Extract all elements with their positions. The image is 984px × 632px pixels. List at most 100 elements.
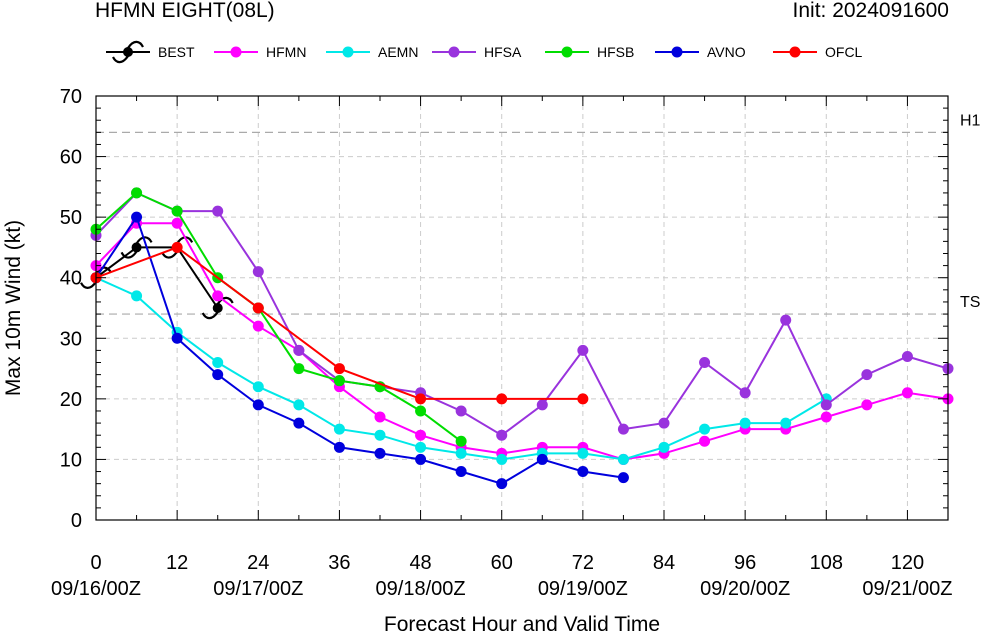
data-point xyxy=(131,187,143,199)
legend-marker xyxy=(448,46,460,58)
legend-label: HFSB xyxy=(597,44,634,60)
data-point xyxy=(333,441,345,453)
legend-marker xyxy=(671,46,683,58)
data-point xyxy=(617,423,629,435)
chart-title: HFMN EIGHT(08L) xyxy=(95,0,275,22)
data-point xyxy=(252,320,264,332)
y-tick-label: 70 xyxy=(60,86,82,108)
data-point xyxy=(171,217,183,229)
data-point xyxy=(496,429,508,441)
data-point xyxy=(577,447,589,459)
legend-label: HFSA xyxy=(484,44,522,60)
y-tick-label: 30 xyxy=(60,328,82,350)
series-best xyxy=(79,236,234,320)
data-point xyxy=(577,393,589,405)
x-tick-label: 12 xyxy=(166,552,188,574)
series-hfsb xyxy=(90,187,467,447)
data-point xyxy=(293,363,305,375)
data-point xyxy=(374,429,386,441)
data-point xyxy=(293,399,305,411)
legend-item-hfsa: HFSA xyxy=(432,44,522,60)
data-point xyxy=(333,363,345,375)
x-tick-label: 108 xyxy=(810,552,843,574)
data-point xyxy=(171,332,183,344)
x-date-label: 09/18/00Z xyxy=(376,578,466,600)
x-tick-label: 24 xyxy=(247,552,269,574)
x-tick-label: 120 xyxy=(891,552,924,574)
legend-item-avno: AVNO xyxy=(655,44,746,60)
legend-label: AVNO xyxy=(707,44,746,60)
x-date-label: 09/19/00Z xyxy=(538,578,628,600)
data-point xyxy=(617,472,629,484)
data-point xyxy=(496,478,508,490)
data-point xyxy=(212,369,224,381)
data-point xyxy=(699,357,711,369)
series-ofcl xyxy=(90,241,589,405)
y-tick-label: 0 xyxy=(71,510,82,532)
data-point xyxy=(212,357,224,369)
x-tick-label: 0 xyxy=(90,552,101,574)
series-line xyxy=(95,191,462,443)
data-point xyxy=(536,453,548,465)
series-avno xyxy=(90,211,629,490)
x-date-label: 09/21/00Z xyxy=(862,578,952,600)
init-time-label: Init: 2024091600 xyxy=(792,0,949,22)
data-point xyxy=(820,411,832,423)
data-point xyxy=(252,381,264,393)
legend-marker xyxy=(561,46,573,58)
data-point xyxy=(658,441,670,453)
data-point xyxy=(455,466,467,478)
data-point xyxy=(455,447,467,459)
data-point xyxy=(861,399,873,411)
data-point xyxy=(333,423,345,435)
data-point xyxy=(861,369,873,381)
data-point xyxy=(212,290,224,302)
x-tick-label: 36 xyxy=(328,552,350,574)
series-line xyxy=(95,222,949,461)
data-point xyxy=(820,399,832,411)
series-line xyxy=(95,276,827,461)
data-point xyxy=(496,453,508,465)
data-point xyxy=(171,241,183,253)
x-tick-label: 96 xyxy=(734,552,756,574)
data-point xyxy=(617,453,629,465)
legend-item-hfmn: HFMN xyxy=(214,44,306,60)
threshold-label: TS xyxy=(960,294,980,311)
legend-marker xyxy=(230,46,242,58)
series-line xyxy=(95,214,624,485)
data-point xyxy=(131,211,143,223)
data-point xyxy=(739,387,751,399)
data-point xyxy=(780,314,792,326)
y-tick-label: 50 xyxy=(60,207,82,229)
series-line xyxy=(95,246,219,309)
data-point xyxy=(252,399,264,411)
data-point xyxy=(333,375,345,387)
legend: BEST HFMN AEMN HFSA HFSB AVNO OFCL xyxy=(106,40,863,64)
data-point xyxy=(658,417,670,429)
data-point xyxy=(455,405,467,417)
data-point xyxy=(415,441,427,453)
x-tick-label: 48 xyxy=(409,552,431,574)
x-date-label: 09/17/00Z xyxy=(213,578,303,600)
legend-label: OFCL xyxy=(825,44,863,60)
series-line xyxy=(95,191,949,437)
data-point xyxy=(739,417,751,429)
data-point xyxy=(455,435,467,447)
x-tick-label: 72 xyxy=(572,552,594,574)
threshold-lines: H1 TS xyxy=(96,112,981,315)
legend-label: HFMN xyxy=(266,44,306,60)
data-point xyxy=(374,447,386,459)
data-point xyxy=(699,435,711,447)
axis-ticks: 0 10 20 30 40 50 60 70 0 12 24 36 48 60 72 84 96 108 120 09… xyxy=(51,86,953,600)
legend-label: BEST xyxy=(158,44,195,60)
data-point xyxy=(293,344,305,356)
data-point xyxy=(252,302,264,314)
legend-label: AEMN xyxy=(378,44,418,60)
data-point xyxy=(171,205,183,217)
legend-marker xyxy=(789,46,801,58)
legend-marker xyxy=(342,46,354,58)
data-point xyxy=(212,205,224,217)
data-point xyxy=(496,393,508,405)
legend-item-aemn: AEMN xyxy=(326,44,418,60)
